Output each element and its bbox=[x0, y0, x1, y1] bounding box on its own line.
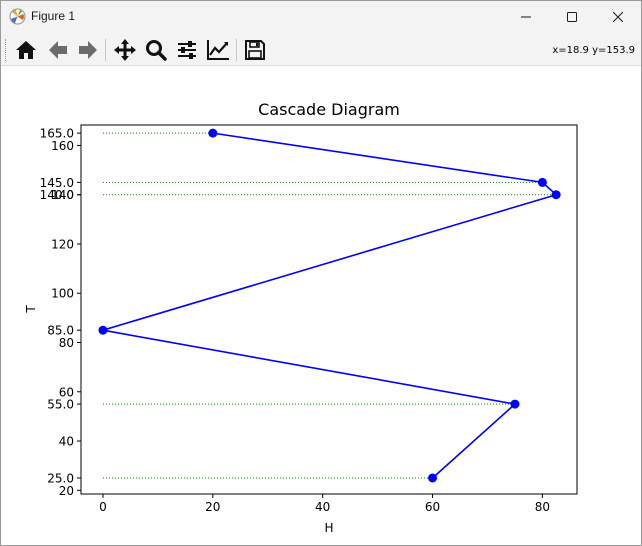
window-title: Figure 1 bbox=[31, 9, 76, 23]
configure-subplots-button[interactable] bbox=[174, 37, 200, 63]
pan-move-icon bbox=[113, 38, 137, 62]
y-tick-label: 100 bbox=[51, 287, 74, 301]
toolbar-grip[interactable] bbox=[5, 39, 8, 61]
y-axis-label: T bbox=[24, 305, 38, 314]
x-tick-label: 60 bbox=[425, 500, 440, 514]
plot-svg: 0 20 40 60 80 20 40 60 80 100 120 140 160 25.0 55.0 85… bbox=[24, 100, 578, 535]
data-point bbox=[98, 325, 108, 335]
save-button[interactable] bbox=[242, 37, 268, 63]
maximize-button[interactable] bbox=[549, 1, 595, 33]
data-point bbox=[428, 473, 438, 483]
y-extra-tick-label: 25.0 bbox=[47, 471, 74, 485]
zoom-magnifier-icon bbox=[145, 39, 167, 61]
data-point bbox=[208, 128, 218, 138]
x-tick-label: 80 bbox=[535, 500, 550, 514]
y-axis-ticks: 20 40 60 80 100 120 140 160 25.0 55.0 85.0 140.0145… bbox=[40, 127, 81, 498]
y-extra-tick-label: 145.0 bbox=[40, 176, 74, 190]
zoom-button[interactable] bbox=[143, 37, 169, 63]
matplotlib-icon bbox=[9, 8, 26, 25]
x-axis-ticks: 0 20 40 60 80 bbox=[99, 494, 550, 514]
y-extra-tick-label: 55.0 bbox=[47, 398, 74, 412]
minimize-icon bbox=[521, 12, 531, 22]
edit-axis-button[interactable] bbox=[205, 37, 231, 63]
y-tick-label: 120 bbox=[51, 237, 74, 251]
data-point bbox=[537, 177, 547, 187]
y-extra-tick-label: 85.0 bbox=[47, 324, 74, 338]
y-tick-label: 40 bbox=[59, 435, 74, 449]
series-layer bbox=[98, 128, 561, 483]
configure-sliders-icon bbox=[176, 39, 198, 61]
edit-axis-icon bbox=[206, 39, 230, 61]
minimize-button[interactable] bbox=[503, 1, 549, 33]
cursor-coordinates: x=18.9 y=153.9 bbox=[552, 45, 635, 56]
title-bar[interactable]: Figure 1 bbox=[1, 1, 641, 33]
save-floppy-icon bbox=[244, 39, 266, 61]
x-axis-label: H bbox=[324, 521, 333, 535]
pan-button[interactable] bbox=[112, 37, 138, 63]
y-tick-label: 80 bbox=[59, 336, 74, 350]
home-icon bbox=[15, 39, 37, 61]
home-button[interactable] bbox=[13, 37, 39, 63]
y-tick-label: 60 bbox=[59, 385, 74, 399]
guide-lines bbox=[102, 132, 557, 479]
y-tick-label: 160 bbox=[51, 139, 74, 153]
close-button[interactable] bbox=[595, 1, 641, 33]
forward-arrow-icon bbox=[77, 39, 99, 61]
figure-canvas[interactable]: 0 20 40 60 80 20 40 60 80 100 120 140 160 25.0 55.0 85… bbox=[1, 67, 641, 545]
data-point bbox=[510, 399, 520, 409]
x-tick-label: 20 bbox=[205, 500, 220, 514]
navigation-toolbar: x=18.9 y=153.9 bbox=[1, 33, 641, 66]
toolbar-separator bbox=[236, 39, 237, 61]
axes-frame bbox=[80, 124, 578, 495]
y-extra-tick-label: 165.0 bbox=[40, 127, 74, 141]
data-point bbox=[551, 190, 561, 200]
x-tick-label: 40 bbox=[315, 500, 330, 514]
toolbar-separator bbox=[105, 39, 106, 61]
y-tick-label: 140 bbox=[51, 188, 74, 202]
chart-title: Cascade Diagram bbox=[258, 100, 400, 119]
y-extra-tick-label: 140.0 bbox=[40, 188, 74, 202]
forward-button[interactable] bbox=[75, 37, 101, 63]
close-icon bbox=[613, 12, 623, 22]
back-button[interactable] bbox=[45, 37, 71, 63]
x-tick-label: 0 bbox=[99, 500, 107, 514]
y-tick-label: 20 bbox=[59, 484, 74, 498]
maximize-icon bbox=[567, 12, 577, 22]
back-arrow-icon bbox=[47, 39, 69, 61]
series-line bbox=[102, 132, 558, 479]
